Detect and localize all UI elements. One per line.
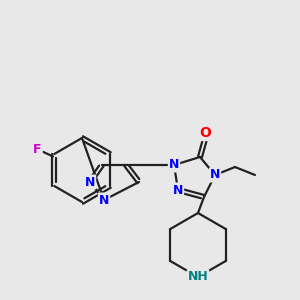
Text: N: N [210, 169, 220, 182]
Text: O: O [199, 126, 211, 140]
Text: N: N [173, 184, 183, 196]
Text: N: N [99, 194, 109, 206]
Text: N: N [169, 158, 179, 172]
Text: N: N [85, 176, 95, 188]
Text: NH: NH [188, 271, 208, 284]
Text: F: F [33, 143, 42, 156]
